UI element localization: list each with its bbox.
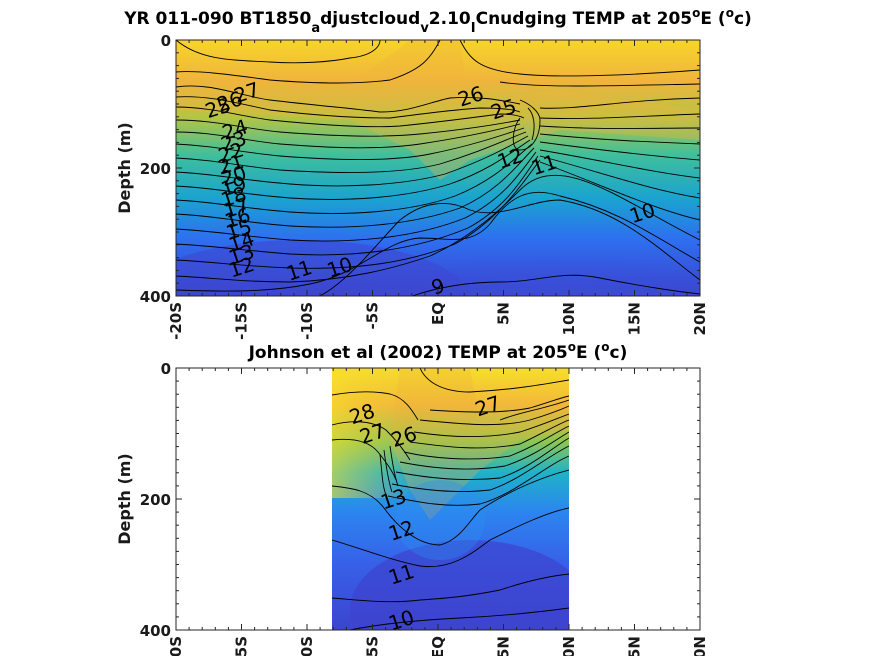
x-tick-label: 15N bbox=[626, 302, 644, 335]
y-tick-label: 0 bbox=[161, 32, 171, 50]
x-tick-label: 10N bbox=[560, 636, 578, 656]
x-tick-label: 20N bbox=[691, 636, 709, 656]
panel-2: Johnson et al (2002) TEMP at 205oE (oc) bbox=[115, 340, 709, 660]
panel-1: YR 011-090 BT1850adjustcloudv2.10ICnudgi… bbox=[115, 6, 752, 340]
panel-1-contours bbox=[176, 40, 700, 296]
x-tick-label: -15S bbox=[233, 302, 251, 340]
panel-1-title: YR 011-090 BT1850adjustcloudv2.10ICnudgi… bbox=[123, 6, 752, 36]
panel-2-heatmap bbox=[332, 368, 569, 630]
panel-1-heatmap bbox=[176, 40, 700, 296]
panel-2-y-axis-label: Depth (m) bbox=[115, 453, 134, 545]
x-tick-label: EQ bbox=[429, 302, 447, 325]
x-tick-label: -10S bbox=[298, 636, 316, 656]
y-tick-label: 400 bbox=[140, 288, 171, 306]
x-tick-label: 5N bbox=[495, 302, 513, 325]
y-tick-label: 400 bbox=[140, 622, 171, 640]
x-tick-label: 10N bbox=[560, 302, 578, 335]
x-tick-label: -20S bbox=[167, 636, 185, 656]
x-tick-label: 20N bbox=[691, 302, 709, 335]
x-tick-label: EQ bbox=[429, 636, 447, 656]
x-tick-label: -5S bbox=[364, 302, 382, 329]
x-tick-label: 5N bbox=[495, 636, 513, 656]
panel-2-title: Johnson et al (2002) TEMP at 205oE (oc) bbox=[248, 340, 628, 363]
y-tick-label: 0 bbox=[161, 360, 171, 378]
panel-1-ticks: -20S -15S -10S -5S EQ 5N 10N 15N 20N 0 200 400 bbox=[140, 32, 709, 340]
panel-2-contours bbox=[332, 368, 569, 630]
y-tick-label: 200 bbox=[140, 491, 171, 509]
panel-1-y-axis-label: Depth (m) bbox=[115, 122, 134, 214]
x-tick-label: -15S bbox=[233, 636, 251, 656]
panel-2-ticks: -20S -15S -10S -5S EQ 5N 10N 15N 20N 0 200 400 bbox=[140, 360, 709, 660]
x-tick-label: -5S bbox=[364, 636, 382, 656]
x-tick-label: -10S bbox=[298, 302, 316, 340]
x-tick-label: 15N bbox=[626, 636, 644, 656]
x-tick-label: -20S bbox=[167, 302, 185, 340]
y-tick-label: 200 bbox=[140, 160, 171, 178]
